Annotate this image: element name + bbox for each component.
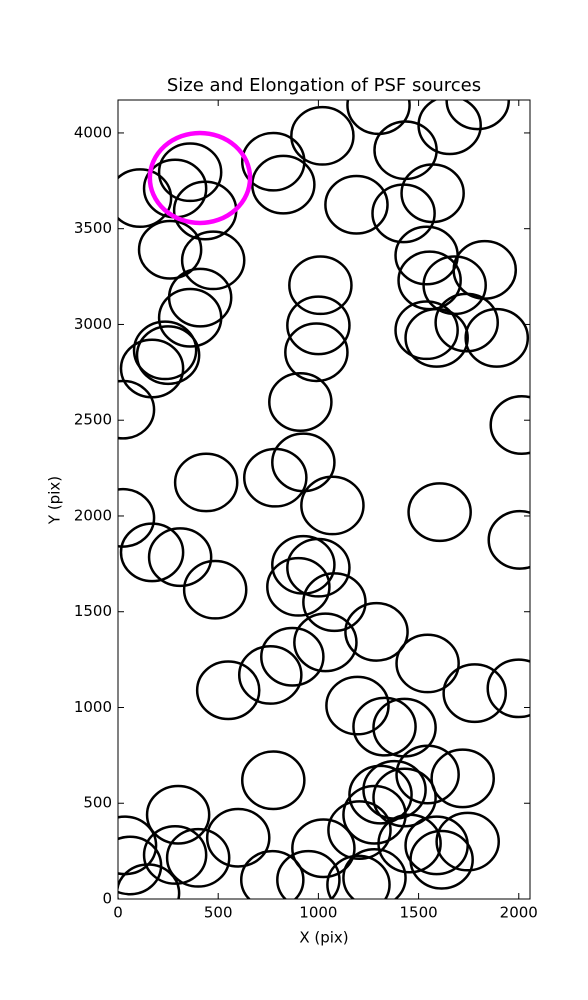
- psf-ellipse: [240, 131, 306, 192]
- psf-ellipse: [442, 663, 508, 724]
- psf-ellipse: [118, 379, 156, 440]
- psf-ellipse: [326, 854, 391, 899]
- psf-ellipse: [344, 601, 409, 662]
- plot-area: [118, 100, 530, 899]
- psf-ellipse: [237, 644, 303, 705]
- psf-ellipse: [165, 827, 231, 888]
- y-tick-label: 3000: [74, 315, 112, 333]
- psf-ellipse: [147, 527, 213, 588]
- psf-ellipse: [288, 255, 353, 316]
- psf-ellipse: [118, 168, 173, 229]
- psf-ellipse: [251, 154, 316, 215]
- psf-ellipse: [142, 824, 208, 885]
- y-tick-label: 1500: [74, 602, 112, 620]
- y-axis-label: Y (pix): [46, 476, 64, 525]
- psf-ellipse: [435, 811, 500, 872]
- chart-title: Size and Elongation of PSF sources: [167, 75, 481, 96]
- psf-ellipse: [487, 509, 530, 570]
- psf-ellipse: [157, 287, 223, 348]
- psf-ellipse: [404, 307, 469, 368]
- y-tick-label: 1000: [74, 698, 112, 716]
- psf-ellipse: [300, 475, 365, 536]
- psf-ellipse: [395, 633, 460, 694]
- x-tick-label: 1000: [299, 904, 337, 922]
- psf-ellipse: [242, 447, 308, 508]
- psf-ellipse: [119, 522, 185, 583]
- psf-ellipse: [266, 556, 331, 617]
- psf-ellipse: [417, 100, 482, 156]
- psf-ellipse: [325, 675, 390, 736]
- y-tick-label: 2500: [74, 411, 112, 429]
- psf-ellipse: [173, 452, 239, 513]
- psf-ellipse: [132, 320, 198, 381]
- psf-ellipse: [377, 813, 442, 874]
- psf-ellipse: [342, 847, 407, 899]
- psf-ellipse: [434, 292, 499, 353]
- psf-ellipse: [395, 744, 460, 805]
- psf-ellipse: [137, 219, 203, 280]
- psf-ellipse: [400, 163, 465, 224]
- axes-frame: [117, 99, 531, 900]
- psf-ellipse: [407, 482, 472, 543]
- y-tick-label: 500: [83, 794, 112, 812]
- psf-ellipse: [284, 322, 349, 383]
- psf-ellipse: [290, 105, 355, 166]
- psf-ellipse: [180, 230, 246, 291]
- psf-ellipse: [118, 487, 156, 548]
- psf-ellipse: [291, 818, 356, 879]
- x-tick-label: 500: [204, 904, 233, 922]
- psf-ellipse: [409, 829, 474, 890]
- psf-ellipse: [276, 849, 341, 899]
- psf-ellipse: [118, 835, 163, 896]
- psf-ellipse: [489, 395, 530, 455]
- highlight-ellipse: [147, 130, 253, 226]
- x-axis-label: X (pix): [299, 929, 348, 947]
- psf-ellipse: [182, 559, 248, 620]
- x-tick-label: 1500: [399, 904, 437, 922]
- psf-ellipse: [486, 658, 530, 719]
- psf-ellipse: [157, 142, 223, 203]
- psf-ellipse: [302, 572, 367, 633]
- y-tick-label: 4000: [74, 123, 112, 141]
- psf-ellipse: [195, 660, 261, 721]
- psf-ellipse: [239, 849, 305, 899]
- y-tick-label: 2000: [74, 506, 112, 524]
- psf-ellipse: [240, 750, 306, 811]
- psf-ellipse: [286, 537, 351, 598]
- psf-ellipse: [348, 764, 413, 825]
- psf-ellipse: [430, 748, 495, 809]
- psf-ellipse: [268, 372, 333, 432]
- y-tick-label: 0: [102, 890, 112, 908]
- psf-ellipse: [145, 784, 211, 845]
- psf-ellipse: [286, 295, 351, 356]
- psf-ellipse: [394, 300, 459, 361]
- x-tick-label: 0: [113, 904, 123, 922]
- psf-ellipse: [324, 174, 389, 235]
- x-tick-label: 2000: [500, 904, 538, 922]
- psf-ellipse: [260, 626, 325, 687]
- psf-ellipse: [293, 612, 358, 673]
- psf-ellipse: [135, 325, 201, 386]
- psf-ellipse: [372, 767, 437, 828]
- psf-ellipse: [205, 807, 271, 868]
- psf-ellipse: [118, 863, 181, 899]
- psf-ellipse: [352, 696, 417, 757]
- y-tick-label: 3500: [74, 219, 112, 237]
- psf-ellipse: [464, 307, 530, 368]
- psf-ellipse: [327, 800, 392, 861]
